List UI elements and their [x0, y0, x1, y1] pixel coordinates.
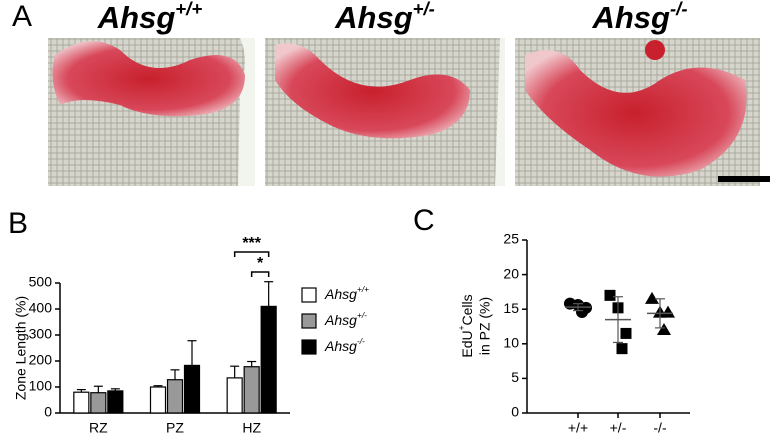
point [620, 327, 632, 339]
sd-bar [655, 298, 665, 329]
genotype-base: Ahsg [591, 0, 670, 35]
y-tick-label: 400 [29, 300, 53, 316]
y-axis-label: in PZ (%) [477, 297, 493, 355]
legend-swatch [301, 339, 317, 355]
genotype-label: Ahsg-/- [591, 0, 687, 35]
legend-sup: +/- [357, 310, 367, 320]
x-tick-label: -/- [653, 420, 667, 436]
x-tick-label: +/- [610, 420, 627, 436]
point [657, 322, 671, 335]
genotype-sup: -/- [670, 0, 688, 19]
legend-name: Ahsg [324, 338, 357, 354]
y-tick-label: 200 [29, 352, 53, 368]
y-label-part: EdU [459, 330, 475, 357]
y-tick-label: 20 [503, 265, 519, 281]
y-tick-label: 500 [29, 274, 53, 290]
point [604, 289, 616, 301]
bar [260, 305, 277, 414]
error-bar [264, 281, 274, 307]
y-axis-label: Zone Length (%) [13, 296, 29, 400]
panel-label: C [413, 204, 435, 237]
panel-label: B [8, 207, 28, 240]
error-bar [170, 369, 180, 380]
y-tick-label: 0 [44, 404, 52, 420]
genotype-base: Ahsg [334, 0, 413, 35]
error-bar [247, 360, 257, 367]
point [576, 305, 588, 318]
sd-bar [573, 303, 583, 312]
panel-label: A [12, 0, 32, 33]
error-bar [230, 365, 240, 378]
error-bar [153, 385, 163, 387]
x-tick-label: RZ [89, 420, 108, 436]
x-tick-label: PZ [166, 420, 184, 436]
significance-bracket [250, 271, 270, 277]
error-bar [110, 388, 120, 391]
x-tick-label: HZ [242, 420, 261, 436]
y-tick-label: 100 [29, 378, 53, 394]
bar [90, 392, 107, 414]
genotype-label: Ahsg+/+ [97, 0, 203, 35]
bar [107, 390, 124, 414]
bar [243, 366, 260, 414]
sd-bar [613, 296, 623, 344]
y-tick-label: 0 [511, 404, 519, 420]
error-bar [187, 340, 197, 366]
significance-label: *** [242, 235, 261, 252]
bar [149, 386, 167, 414]
point [661, 305, 675, 318]
legend-label: Ahsg+/+ [324, 284, 369, 301]
bar [73, 391, 90, 414]
y-axis-label: EdU+Cells [456, 294, 474, 357]
legend-name: Ahsg [324, 286, 357, 302]
legend-swatch [301, 313, 317, 329]
bar [166, 379, 184, 414]
legend-sup: +/+ [357, 284, 369, 294]
x-tick-label: +/+ [568, 420, 588, 436]
y-tick-label: 5 [511, 369, 519, 385]
legend-label: Ahsg-/- [324, 336, 365, 353]
legend-name: Ahsg [324, 312, 357, 328]
point [616, 343, 628, 355]
y-tick-label: 25 [503, 231, 519, 247]
histology-images [48, 38, 770, 186]
genotype-label: Ahsg+/- [334, 0, 435, 35]
y-tick-label: 15 [503, 300, 519, 316]
bar [226, 377, 243, 414]
y-tick-label: 10 [503, 335, 519, 351]
y-label-sup: + [456, 325, 466, 330]
significance-bracket [233, 251, 270, 257]
significance-label: * [257, 255, 264, 272]
point [645, 291, 659, 304]
legend-swatch [301, 287, 317, 303]
y-label-part: Cells [459, 294, 475, 325]
genotype-base: Ahsg [97, 0, 176, 35]
genotype-sup: +/+ [175, 0, 202, 19]
legend-sup: -/- [357, 336, 365, 346]
legend-label: Ahsg+/- [324, 310, 367, 327]
error-bar [76, 389, 86, 393]
error-bar [93, 385, 103, 393]
genotype-sup: +/- [413, 0, 435, 19]
y-tick-label: 300 [29, 326, 53, 342]
bar [183, 364, 201, 414]
